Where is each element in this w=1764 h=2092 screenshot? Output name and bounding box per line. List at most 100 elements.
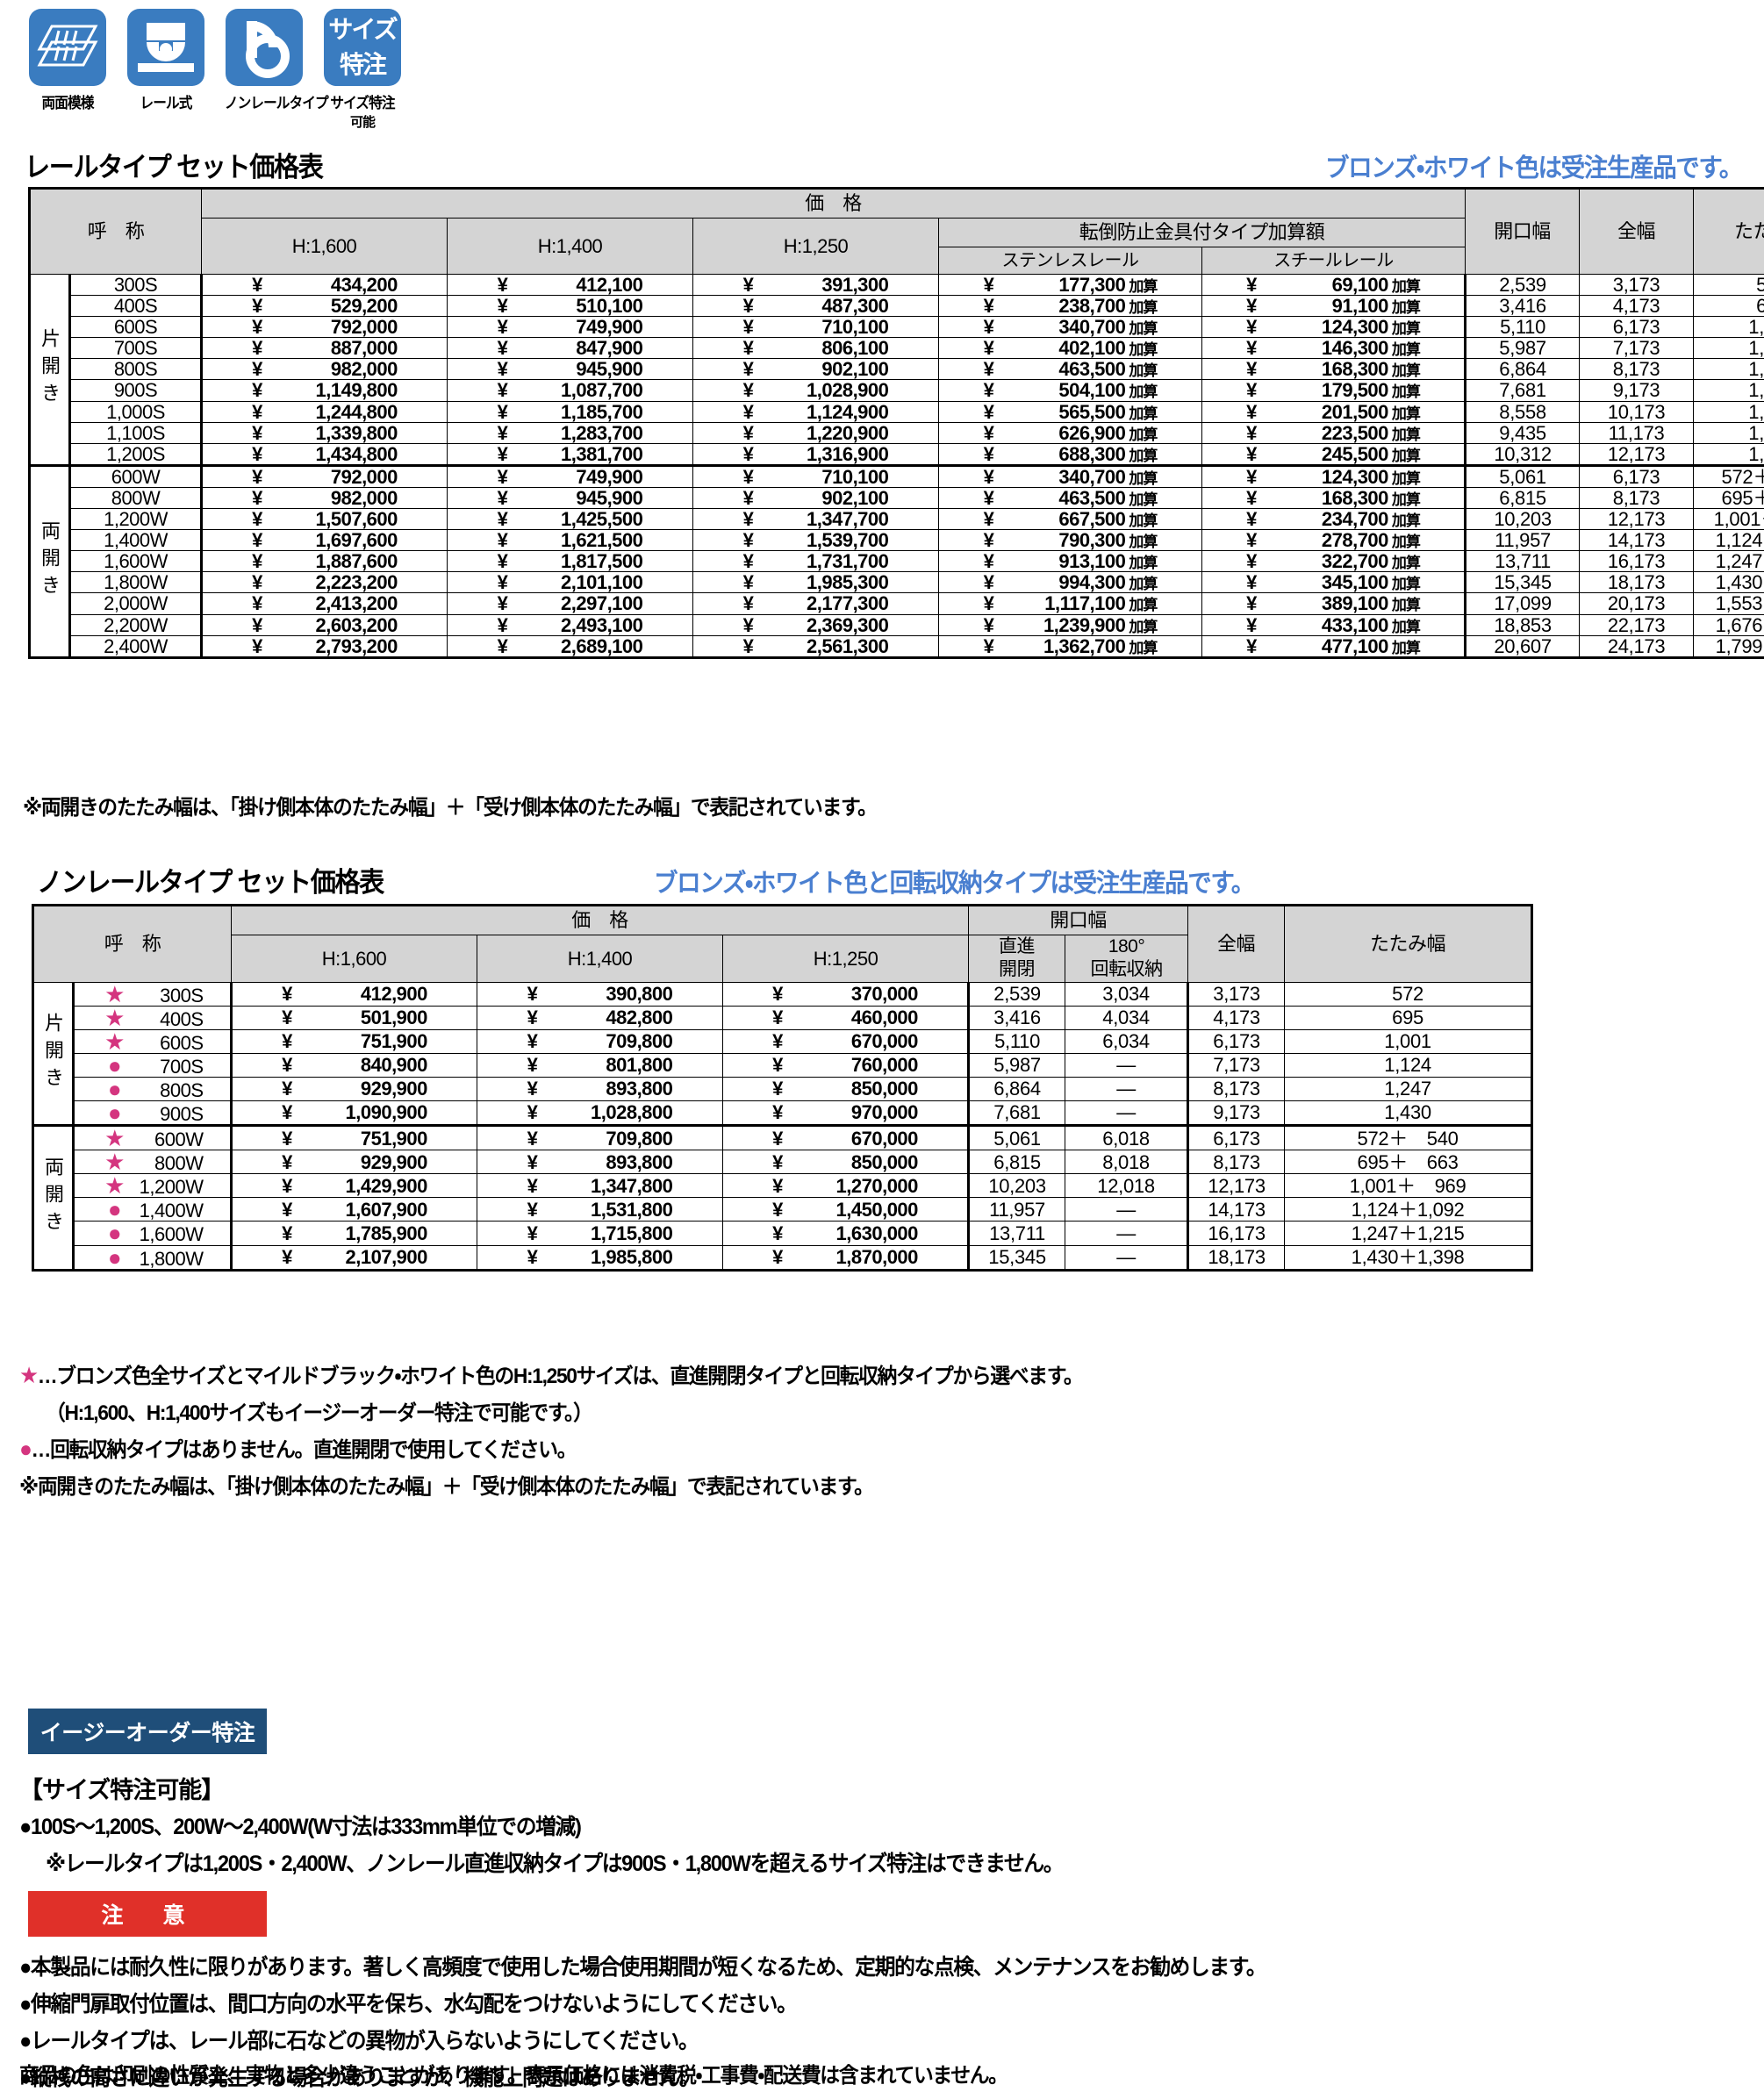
badge-double-sided-pattern: 両面模様 xyxy=(25,9,111,112)
value-opening-width: 5,061 xyxy=(1466,465,1580,487)
price-h1250: ¥1,270,000 xyxy=(723,1174,969,1198)
value-straight-opening: 13,711 xyxy=(969,1222,1065,1245)
table-row: 900S¥1,149,800¥1,087,700¥1,028,900¥504,1… xyxy=(30,380,1764,401)
table-row: 1,000S¥1,244,800¥1,185,700¥1,124,900¥565… xyxy=(30,401,1764,422)
value-rotate-storage: — xyxy=(1065,1198,1188,1222)
value-fold-width: 1,001＋ 969 xyxy=(1285,1174,1532,1198)
price-h1250: ¥1,870,000 xyxy=(723,1245,969,1270)
group-label-double-open: 両開き xyxy=(30,465,70,657)
size-label: 600W xyxy=(70,465,202,487)
size-label: 1,800W xyxy=(70,572,202,593)
easy-order-line1: ●100S～1,200S、200W～2,400W(W寸法は333mm単位での増減… xyxy=(19,1809,581,1841)
value-fold-width: 1,676 xyxy=(1694,422,1764,443)
rail-type-icon xyxy=(127,9,204,86)
size-label: 2,400W xyxy=(70,635,202,657)
value-total-width: 22,173 xyxy=(1580,614,1694,635)
value-total-width: 20,173 xyxy=(1580,593,1694,614)
price-h1600: ¥751,900 xyxy=(232,1029,477,1053)
easy-order-heading: 【サイズ特注可能】 xyxy=(19,1771,224,1805)
value-total-width: 9,173 xyxy=(1188,1100,1285,1125)
value-straight-opening: 6,864 xyxy=(969,1077,1065,1100)
t2-header-h1400: H:1,400 xyxy=(477,935,723,983)
price-h1250: ¥1,220,900 xyxy=(693,422,939,443)
value-total-width: 6,173 xyxy=(1580,465,1694,487)
price-h1600: ¥2,413,200 xyxy=(202,593,448,614)
t2-header-opening-group: 開口幅 xyxy=(969,906,1188,935)
price-h1250: ¥806,100 xyxy=(693,338,939,359)
value-fold-width: 1,001 xyxy=(1694,317,1764,338)
size-label: 800W xyxy=(128,1153,204,1173)
price-h1250: ¥1,985,300 xyxy=(693,572,939,593)
value-opening-width: 11,957 xyxy=(1466,530,1580,551)
t1-header-total-width: 全幅 xyxy=(1580,189,1694,275)
size-label: 1,600W xyxy=(128,1224,204,1244)
price-h1250: ¥850,000 xyxy=(723,1077,969,1100)
table-row: 1,100S¥1,339,800¥1,283,700¥1,220,900¥626… xyxy=(30,422,1764,443)
table-row: 1,200S¥1,434,800¥1,381,700¥1,316,900¥688… xyxy=(30,443,1764,465)
value-fold-width: 572 xyxy=(1694,275,1764,296)
price-h1400: ¥1,425,500 xyxy=(448,509,693,530)
non-rail-footnote-2: （H:1,600、H:1,400サイズもイージーオーダー特注で可能です。） xyxy=(46,1395,592,1426)
value-total-width: 14,173 xyxy=(1188,1198,1285,1222)
price-h1400: ¥1,283,700 xyxy=(448,422,693,443)
availability-marker-icon: ● xyxy=(102,1078,128,1100)
price-h1250: ¥850,000 xyxy=(723,1150,969,1174)
value-rotate-storage: — xyxy=(1065,1222,1188,1245)
price-h1400: ¥945,900 xyxy=(448,487,693,508)
size-label: 800W xyxy=(70,487,202,508)
value-total-width: 24,173 xyxy=(1580,635,1694,657)
group-label-single-open: 片開き xyxy=(33,982,74,1126)
price-h1400: ¥847,900 xyxy=(448,338,693,359)
value-total-width: 3,173 xyxy=(1580,275,1694,296)
size-label: 1,000S xyxy=(70,401,202,422)
value-fold-width: 1,430＋1,398 xyxy=(1285,1245,1532,1270)
price-h1400: ¥2,297,100 xyxy=(448,593,693,614)
t2-header-total-width: 全幅 xyxy=(1188,906,1285,983)
value-fold-width: 1,430＋1,398 xyxy=(1694,572,1764,593)
price-h1600: ¥840,900 xyxy=(232,1053,477,1077)
value-straight-opening: 6,815 xyxy=(969,1150,1065,1174)
price-h1400: ¥390,800 xyxy=(477,982,723,1006)
custom-size-icon-text: サイズ 特注 xyxy=(324,9,401,86)
availability-marker-icon: ● xyxy=(102,1246,128,1269)
price-h1400: ¥1,381,700 xyxy=(448,443,693,465)
group-label-single-open: 片開き xyxy=(30,275,70,466)
rail-type-table-title: レールタイプ セット価格表 xyxy=(25,145,322,184)
non-rail-type-table-title: ノンレールタイプ セット価格表 xyxy=(37,860,384,899)
price-h1600: ¥2,603,200 xyxy=(202,614,448,635)
value-opening-width: 8,558 xyxy=(1466,401,1580,422)
value-total-width: 12,173 xyxy=(1580,443,1694,465)
non-rail-footnote-3: ●…回転収納タイプはありません。直進開閉で使用してください。 xyxy=(19,1432,576,1463)
size-label-with-marker: ★1,200W xyxy=(74,1174,232,1198)
non-rail-type-glyph xyxy=(226,9,303,86)
price-h1250: ¥1,630,000 xyxy=(723,1222,969,1245)
price-h1600: ¥982,000 xyxy=(202,359,448,380)
size-label-with-marker: ★800W xyxy=(74,1150,232,1174)
value-fold-width: 1,247 xyxy=(1285,1077,1532,1100)
t1-header-h1600: H:1,600 xyxy=(202,219,448,275)
size-label: 400S xyxy=(70,296,202,317)
size-label: 1,400W xyxy=(128,1200,204,1221)
badge-label: ノンレールタイプ xyxy=(225,90,304,112)
value-fold-width: 572＋ 540 xyxy=(1694,465,1764,487)
value-opening-width: 6,864 xyxy=(1466,359,1580,380)
price-h1600: ¥2,223,200 xyxy=(202,572,448,593)
price-h1250: ¥902,100 xyxy=(693,487,939,508)
price-h1400: ¥412,100 xyxy=(448,275,693,296)
value-total-width: 6,173 xyxy=(1188,1029,1285,1053)
price-h1250: ¥460,000 xyxy=(723,1006,969,1029)
price-h1400: ¥1,087,700 xyxy=(448,380,693,401)
